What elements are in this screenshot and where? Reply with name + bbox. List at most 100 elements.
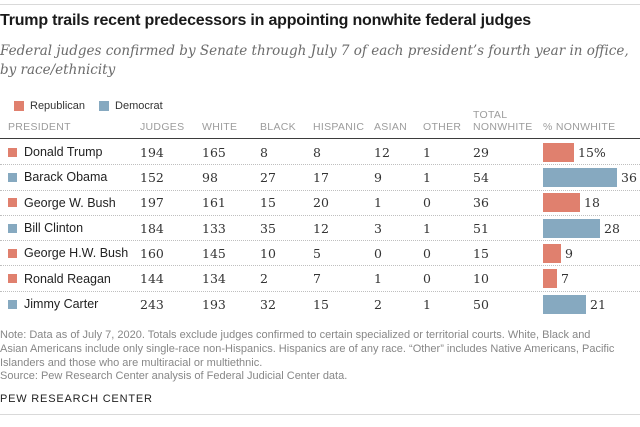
pct-nonwhite-cell: 18 bbox=[543, 191, 640, 215]
party-swatch-icon bbox=[8, 172, 17, 182]
president-name: George W. Bush bbox=[24, 195, 116, 210]
president-name: Donald Trump bbox=[24, 145, 103, 160]
table-row-gwbush: George W. Bush 197 161 15 20 1 0 36 18 bbox=[0, 191, 640, 216]
black-value: 35 bbox=[260, 220, 276, 236]
president-name: Barack Obama bbox=[24, 170, 108, 185]
judges-value: 152 bbox=[140, 169, 164, 185]
total-nonwhite-value: 15 bbox=[473, 245, 489, 261]
header-other: OTHER bbox=[423, 121, 462, 133]
note-line-3: Islanders and those who are multiracial … bbox=[0, 356, 263, 369]
subtitle-line-2: by race/ethnicity bbox=[0, 62, 116, 78]
black-value: 32 bbox=[260, 296, 276, 312]
pct-nonwhite-label: 7 bbox=[561, 271, 569, 287]
pct-nonwhite-cell: 36 bbox=[543, 165, 640, 189]
pct-nonwhite-bar bbox=[543, 218, 600, 238]
judges-value: 160 bbox=[140, 245, 164, 261]
header-white: WHITE bbox=[202, 121, 238, 133]
hispanic-value: 15 bbox=[313, 296, 329, 312]
president-name: Bill Clinton bbox=[24, 221, 84, 236]
table-row-carter: Jimmy Carter 243 193 32 15 2 1 50 21 bbox=[0, 292, 640, 317]
party-swatch-icon bbox=[8, 248, 17, 258]
party-swatch-icon bbox=[8, 198, 17, 208]
note-line-1: Note: Data as of July 7, 2020. Totals ex… bbox=[0, 329, 591, 341]
legend-item-republican: Republican bbox=[14, 100, 85, 112]
asian-value: 0 bbox=[374, 245, 382, 261]
hispanic-value: 7 bbox=[313, 271, 321, 287]
source-line: Source: Pew Research Center analysis of … bbox=[0, 370, 348, 383]
president-name: George H.W. Bush bbox=[24, 246, 129, 261]
black-value: 15 bbox=[260, 195, 276, 211]
hispanic-value: 20 bbox=[313, 195, 329, 211]
president-cell: George W. Bush bbox=[0, 196, 140, 210]
bottom-divider bbox=[0, 414, 640, 415]
asian-value: 2 bbox=[374, 296, 382, 312]
black-value: 8 bbox=[260, 144, 268, 160]
president-cell: Jimmy Carter bbox=[0, 297, 140, 311]
total-nonwhite-value: 10 bbox=[473, 271, 489, 287]
pct-nonwhite-cell: 15% bbox=[543, 140, 640, 164]
header-pct-nonwhite: % NONWHITE bbox=[543, 121, 616, 133]
header-black: BLACK bbox=[260, 121, 296, 133]
president-cell: Bill Clinton bbox=[0, 221, 140, 235]
pct-nonwhite-cell: 28 bbox=[543, 216, 640, 240]
pct-nonwhite-cell: 21 bbox=[543, 292, 640, 317]
asian-value: 1 bbox=[374, 271, 382, 287]
party-legend: Republican Democrat bbox=[14, 100, 177, 112]
president-cell: Barack Obama bbox=[0, 170, 140, 184]
note-line-2: Asian Americans include only single-race… bbox=[0, 342, 615, 355]
white-value: 161 bbox=[202, 195, 226, 211]
pct-nonwhite-bar bbox=[543, 167, 617, 187]
white-value: 133 bbox=[202, 220, 226, 236]
hispanic-value: 12 bbox=[313, 220, 329, 236]
hispanic-value: 8 bbox=[313, 144, 321, 160]
republican-swatch-icon bbox=[14, 101, 24, 111]
table-header-row: PRESIDENT JUDGES WHITE BLACK HISPANIC AS… bbox=[0, 109, 640, 139]
total-nonwhite-value: 29 bbox=[473, 144, 489, 160]
pew-research-center-wordmark: PEW RESEARCH CENTER bbox=[0, 393, 153, 405]
pct-nonwhite-cell: 7 bbox=[543, 266, 640, 290]
party-swatch-icon bbox=[8, 299, 17, 309]
other-value: 0 bbox=[423, 245, 431, 261]
asian-value: 9 bbox=[374, 169, 382, 185]
page-title: Trump trails recent predecessors in appo… bbox=[0, 12, 532, 29]
asian-value: 1 bbox=[374, 195, 382, 211]
judges-value: 194 bbox=[140, 144, 164, 160]
asian-value: 3 bbox=[374, 220, 382, 236]
president-cell: Donald Trump bbox=[0, 145, 140, 159]
judges-value: 197 bbox=[140, 195, 164, 211]
president-name: Ronald Reagan bbox=[24, 271, 111, 286]
total-nonwhite-value: 51 bbox=[473, 220, 489, 236]
other-value: 1 bbox=[423, 296, 431, 312]
legend-label: Republican bbox=[30, 100, 86, 112]
total-nonwhite-value: 50 bbox=[473, 296, 489, 312]
pct-nonwhite-bar bbox=[543, 142, 574, 162]
white-value: 134 bbox=[202, 271, 226, 287]
other-value: 0 bbox=[423, 195, 431, 211]
subtitle-line-1: Federal judges confirmed by Senate throu… bbox=[0, 43, 629, 59]
table-row-obama: Barack Obama 152 98 27 17 9 1 54 36 bbox=[0, 165, 640, 191]
pct-nonwhite-label: 9 bbox=[565, 245, 573, 261]
pct-nonwhite-bar bbox=[543, 269, 557, 289]
pct-nonwhite-cell: 9 bbox=[543, 241, 640, 265]
table-row-ghwbush: George H.W. Bush 160 145 10 5 0 0 15 9 bbox=[0, 241, 640, 267]
pct-nonwhite-bar bbox=[543, 193, 580, 213]
black-value: 27 bbox=[260, 169, 276, 185]
pct-nonwhite-bar bbox=[543, 243, 561, 263]
president-cell: Ronald Reagan bbox=[0, 272, 140, 286]
other-value: 1 bbox=[423, 169, 431, 185]
total-nonwhite-value: 36 bbox=[473, 195, 489, 211]
table-row-trump: Donald Trump 194 165 8 8 12 1 29 15% bbox=[0, 140, 640, 166]
header-total-line2: NONWHITE bbox=[473, 121, 533, 133]
table-row-reagan: Ronald Reagan 144 134 2 7 1 0 10 7 bbox=[0, 266, 640, 292]
party-swatch-icon bbox=[8, 147, 17, 157]
footnote: Note: Data as of July 7, 2020. Totals ex… bbox=[0, 329, 640, 384]
legend-item-democrat: Democrat bbox=[99, 100, 163, 112]
pct-nonwhite-bar bbox=[543, 294, 586, 314]
black-value: 2 bbox=[260, 271, 268, 287]
header-asian: ASIAN bbox=[374, 121, 408, 133]
democrat-swatch-icon bbox=[99, 101, 110, 111]
white-value: 145 bbox=[202, 245, 226, 261]
president-cell: George H.W. Bush bbox=[0, 246, 140, 260]
header-total-nonwhite: TOTAL NONWHITE bbox=[473, 109, 543, 133]
